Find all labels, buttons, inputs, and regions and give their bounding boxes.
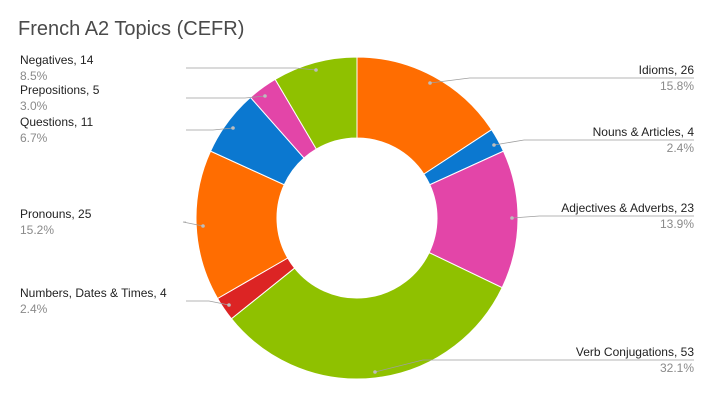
slice-percent: 13.9% xyxy=(660,217,694,231)
slice-label: Numbers, Dates & Times, 4 xyxy=(20,286,167,300)
leader-dot xyxy=(263,94,267,98)
slice-label: Adjectives & Adverbs, 23 xyxy=(561,201,694,215)
slice-label-group: Negatives, 14 8.5% xyxy=(20,53,318,83)
leader-dot xyxy=(492,143,496,147)
leader-dot xyxy=(428,81,432,85)
leader-line xyxy=(429,77,694,84)
slice-percent: 15.8% xyxy=(660,79,694,93)
slice-percent: 2.4% xyxy=(667,141,695,155)
leader-line xyxy=(186,67,317,71)
slice-percent: 15.2% xyxy=(20,223,54,237)
slice-percent: 2.4% xyxy=(20,302,48,316)
leader-line xyxy=(374,359,694,373)
slice-label: Prepositions, 5 xyxy=(20,83,100,97)
slice-label: Pronouns, 25 xyxy=(20,207,92,221)
leader-dot xyxy=(373,370,377,374)
slice-percent: 8.5% xyxy=(20,69,48,83)
slice-label-group: Nouns & Articles, 4 2.4% xyxy=(492,125,694,155)
slice-idioms xyxy=(356,56,493,175)
slice-label: Verb Conjugations, 53 xyxy=(576,345,694,359)
slice-label-group: Verb Conjugations, 53 32.1% xyxy=(373,345,694,375)
slice-label-group: Pronouns, 25 15.2% xyxy=(20,207,205,237)
chart-title: French A2 Topics (CEFR) xyxy=(18,18,245,40)
slice-label-group: Prepositions, 5 3.0% xyxy=(20,83,267,113)
leader-line xyxy=(186,300,230,306)
leader-line xyxy=(186,127,234,131)
slice-percent: 6.7% xyxy=(20,131,48,145)
slice-label: Questions, 11 xyxy=(20,115,93,129)
slice-label-group: Adjectives & Adverbs, 23 13.9% xyxy=(510,201,694,231)
slice-label-group: Idioms, 26 15.8% xyxy=(428,63,694,93)
leader-line xyxy=(511,215,694,219)
leader-dot xyxy=(201,224,205,228)
slice-label-group: Questions, 11 6.7% xyxy=(20,115,235,145)
leader-dot xyxy=(227,303,231,307)
leader-line xyxy=(186,95,266,99)
slice-verb-conjugations xyxy=(230,251,503,380)
slice-label: Negatives, 14 xyxy=(20,53,94,67)
slice-percent: 32.1% xyxy=(660,361,694,375)
leader-line xyxy=(182,221,204,227)
leader-dot xyxy=(231,126,235,130)
slice-percent: 3.0% xyxy=(20,99,48,113)
slice-label: Idioms, 26 xyxy=(639,63,695,77)
leader-line xyxy=(493,139,694,146)
slice-label: Nouns & Articles, 4 xyxy=(593,125,695,139)
leader-dot xyxy=(510,216,514,220)
leader-dot xyxy=(314,68,318,72)
slice-label-group: Numbers, Dates & Times, 4 2.4% xyxy=(20,286,231,316)
slice-negatives xyxy=(274,56,358,150)
